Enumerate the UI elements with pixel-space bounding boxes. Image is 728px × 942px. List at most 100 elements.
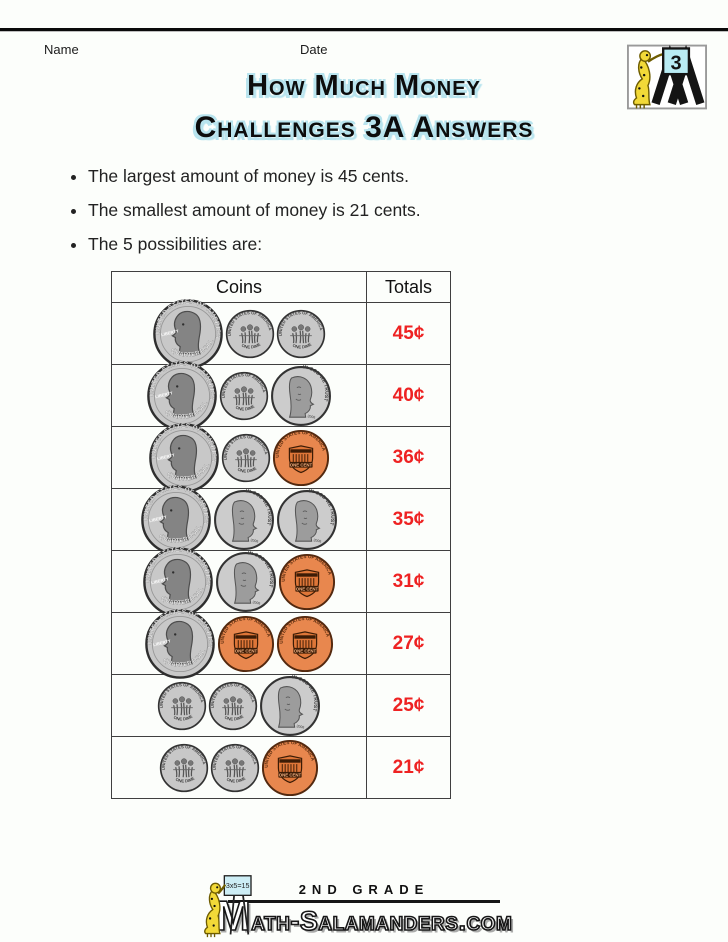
bullet-possibilities: The 5 possibilities are: (88, 234, 421, 255)
total-value: 40¢ (366, 364, 451, 427)
bullet-smallest-amount: The smallest amount of money is 21 cents… (88, 200, 421, 221)
nickel-coin-icon: IN GOD WE TRUST 2006 (260, 675, 320, 736)
coins-column-header: Coins (111, 271, 367, 303)
svg-text:ONE DIME: ONE DIME (241, 341, 262, 349)
penny-coin-icon: UNITED STATES OF AMERICA ONE CENT (217, 615, 275, 672)
svg-text:ONE DIME: ONE DIME (235, 403, 256, 411)
svg-text:ONE CENT: ONE CENT (290, 462, 313, 467)
dime-coin-icon: UNITED STATES OF AMERICA ONE DIME (221, 433, 271, 482)
svg-text:LIBERTY: LIBERTY (151, 576, 170, 585)
table-row: UNITED STATES OF AMERICA QUARTER DOLLAR … (111, 546, 451, 617)
total-value: 35¢ (366, 488, 451, 551)
svg-text:LIBERTY: LIBERTY (157, 452, 176, 461)
table-row: UNITED STATES OF AMERICA ONE DIME UNITED… (111, 674, 451, 737)
coin-group: UNITED STATES OF AMERICA ONE DIME UNITED… (112, 675, 366, 736)
site-logo-badge: 3 (627, 44, 707, 110)
quarter-coin-icon: UNITED STATES OF AMERICA QUARTER DOLLAR … (152, 298, 223, 369)
svg-text:LIBERTY: LIBERTY (155, 390, 174, 399)
title-line-1: How Much Money (247, 70, 481, 102)
coin-group: UNITED STATES OF AMERICA ONE DIME UNITED… (112, 737, 366, 798)
math-salamanders-logo-icon: 3 (627, 44, 707, 110)
nickel-coin-icon: IN GOD WE TRUST 2006 (271, 365, 331, 426)
total-value: 25¢ (366, 674, 451, 737)
coin-group: UNITED STATES OF AMERICA QUARTER DOLLAR … (112, 484, 366, 555)
table-header-row: Coins Totals (111, 271, 451, 303)
svg-text:ONE DIME: ONE DIME (226, 775, 247, 783)
total-value: 31¢ (366, 550, 451, 613)
coins-cell: UNITED STATES OF AMERICA QUARTER DOLLAR … (111, 546, 367, 617)
quarter-coin-icon: UNITED STATES OF AMERICA QUARTER DOLLAR … (140, 484, 211, 555)
quarter-coin-icon: UNITED STATES OF AMERICA QUARTER DOLLAR … (146, 360, 217, 431)
svg-text:ONE CENT: ONE CENT (279, 772, 302, 777)
svg-text:2006: 2006 (307, 414, 316, 419)
header-divider (0, 28, 728, 32)
coin-group: UNITED STATES OF AMERICA QUARTER DOLLAR … (112, 608, 366, 679)
coins-cell: UNITED STATES OF AMERICA QUARTER DOLLAR … (111, 608, 367, 679)
dime-coin-icon: UNITED STATES OF AMERICA ONE DIME (210, 743, 260, 792)
answers-table: Coins Totals UNITED STATES OF AMERICA QU… (111, 271, 451, 799)
total-value: 21¢ (366, 736, 451, 799)
quarter-coin-icon: UNITED STATES OF AMERICA QUARTER DOLLAR … (142, 546, 213, 617)
table-row: UNITED STATES OF AMERICA QUARTER DOLLAR … (111, 608, 451, 679)
svg-text:2006: 2006 (296, 724, 305, 729)
table-row: UNITED STATES OF AMERICA QUARTER DOLLAR … (111, 422, 451, 493)
coins-cell: UNITED STATES OF AMERICA QUARTER DOLLAR … (111, 422, 367, 493)
dime-coin-icon: UNITED STATES OF AMERICA ONE DIME (225, 309, 275, 358)
coins-cell: UNITED STATES OF AMERICA ONE DIME UNITED… (111, 736, 367, 799)
svg-text:ONE DIME: ONE DIME (173, 713, 194, 721)
site-wordmark: Math-Salamanders.com (215, 891, 513, 940)
coin-group: UNITED STATES OF AMERICA QUARTER DOLLAR … (112, 546, 366, 617)
table-row: UNITED STATES OF AMERICA QUARTER DOLLAR … (111, 298, 451, 369)
coin-group: UNITED STATES OF AMERICA QUARTER DOLLAR … (112, 360, 366, 431)
answers-table-body: UNITED STATES OF AMERICA QUARTER DOLLAR … (111, 298, 451, 799)
svg-text:ONE DIME: ONE DIME (292, 341, 313, 349)
svg-text:ONE DIME: ONE DIME (224, 713, 245, 721)
date-label: Date (300, 42, 328, 57)
coins-cell: UNITED STATES OF AMERICA QUARTER DOLLAR … (111, 298, 367, 369)
svg-text:LIBERTY: LIBERTY (153, 638, 172, 647)
page-title: How Much Money Challenges 3A Answers (0, 66, 728, 148)
svg-text:ONE DIME: ONE DIME (175, 775, 196, 783)
dime-coin-icon: UNITED STATES OF AMERICA ONE DIME (208, 681, 258, 730)
nickel-coin-icon: IN GOD WE TRUST 2006 (214, 489, 274, 550)
footer-divider (228, 900, 500, 903)
svg-text:2006: 2006 (313, 538, 322, 543)
quarter-coin-icon: UNITED STATES OF AMERICA QUARTER DOLLAR … (148, 422, 219, 493)
page-footer: 3x5=15 2nd Grade Math-Salamanders.com (0, 875, 728, 940)
svg-text:ONE DIME: ONE DIME (237, 465, 258, 473)
bullet-largest-amount: The largest amount of money is 45 cents. (88, 166, 421, 187)
penny-coin-icon: UNITED STATES OF AMERICA ONE CENT (276, 615, 334, 672)
coins-cell: UNITED STATES OF AMERICA QUARTER DOLLAR … (111, 484, 367, 555)
dime-coin-icon: UNITED STATES OF AMERICA ONE DIME (219, 371, 269, 420)
coins-cell: UNITED STATES OF AMERICA QUARTER DOLLAR … (111, 360, 367, 431)
penny-coin-icon: UNITED STATES OF AMERICA ONE CENT (272, 429, 330, 486)
coins-cell: UNITED STATES OF AMERICA ONE DIME UNITED… (111, 674, 367, 737)
footer-salamander-icon: 3x5=15 (204, 875, 252, 938)
nickel-coin-icon: IN GOD WE TRUST 2006 (216, 551, 276, 612)
dime-coin-icon: UNITED STATES OF AMERICA ONE DIME (159, 743, 209, 792)
svg-text:ONE CENT: ONE CENT (294, 648, 317, 653)
logo-number: 3 (670, 52, 681, 74)
nickel-coin-icon: IN GOD WE TRUST 2006 (277, 489, 337, 550)
total-value: 27¢ (366, 612, 451, 675)
penny-coin-icon: UNITED STATES OF AMERICA ONE CENT (261, 739, 319, 796)
svg-text:ONE CENT: ONE CENT (296, 586, 319, 591)
table-row: UNITED STATES OF AMERICA QUARTER DOLLAR … (111, 484, 451, 555)
svg-text:LIBERTY: LIBERTY (161, 328, 180, 337)
quarter-coin-icon: UNITED STATES OF AMERICA QUARTER DOLLAR … (144, 608, 215, 679)
title-line-2: Challenges 3A Answers (194, 111, 534, 144)
grade-label: 2nd Grade (298, 882, 430, 897)
coin-group: UNITED STATES OF AMERICA QUARTER DOLLAR … (112, 298, 366, 369)
penny-coin-icon: UNITED STATES OF AMERICA ONE CENT (278, 553, 336, 610)
svg-text:ONE CENT: ONE CENT (235, 648, 258, 653)
footer-sign-text: 3x5=15 (226, 882, 250, 890)
name-label: Name (44, 42, 79, 57)
table-row: UNITED STATES OF AMERICA ONE DIME UNITED… (111, 736, 451, 799)
answer-bullet-list: The largest amount of money is 45 cents.… (64, 166, 421, 268)
svg-text:2006: 2006 (250, 538, 259, 543)
total-value: 45¢ (366, 302, 451, 365)
total-value: 36¢ (366, 426, 451, 489)
dime-coin-icon: UNITED STATES OF AMERICA ONE DIME (276, 309, 326, 358)
dime-coin-icon: UNITED STATES OF AMERICA ONE DIME (157, 681, 207, 730)
